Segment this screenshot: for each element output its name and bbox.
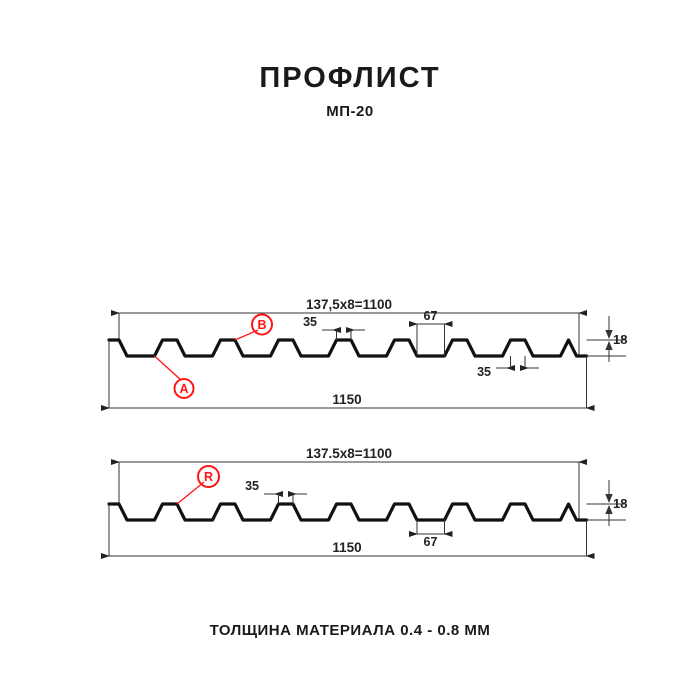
svg-text:137.5x8=1100: 137.5x8=1100 [306, 446, 392, 461]
svg-text:18: 18 [613, 332, 627, 347]
svg-text:137,5x8=1100: 137,5x8=1100 [306, 297, 392, 312]
svg-text:67: 67 [424, 309, 438, 323]
svg-text:67: 67 [424, 535, 438, 549]
svg-text:1150: 1150 [332, 540, 361, 555]
svg-text:B: B [257, 318, 266, 332]
svg-text:A: A [179, 382, 188, 396]
svg-text:35: 35 [245, 479, 259, 493]
svg-text:35: 35 [477, 365, 491, 379]
svg-text:R: R [204, 470, 213, 484]
svg-text:18: 18 [613, 496, 627, 511]
svg-text:35: 35 [303, 315, 317, 329]
svg-text:1150: 1150 [332, 392, 361, 407]
